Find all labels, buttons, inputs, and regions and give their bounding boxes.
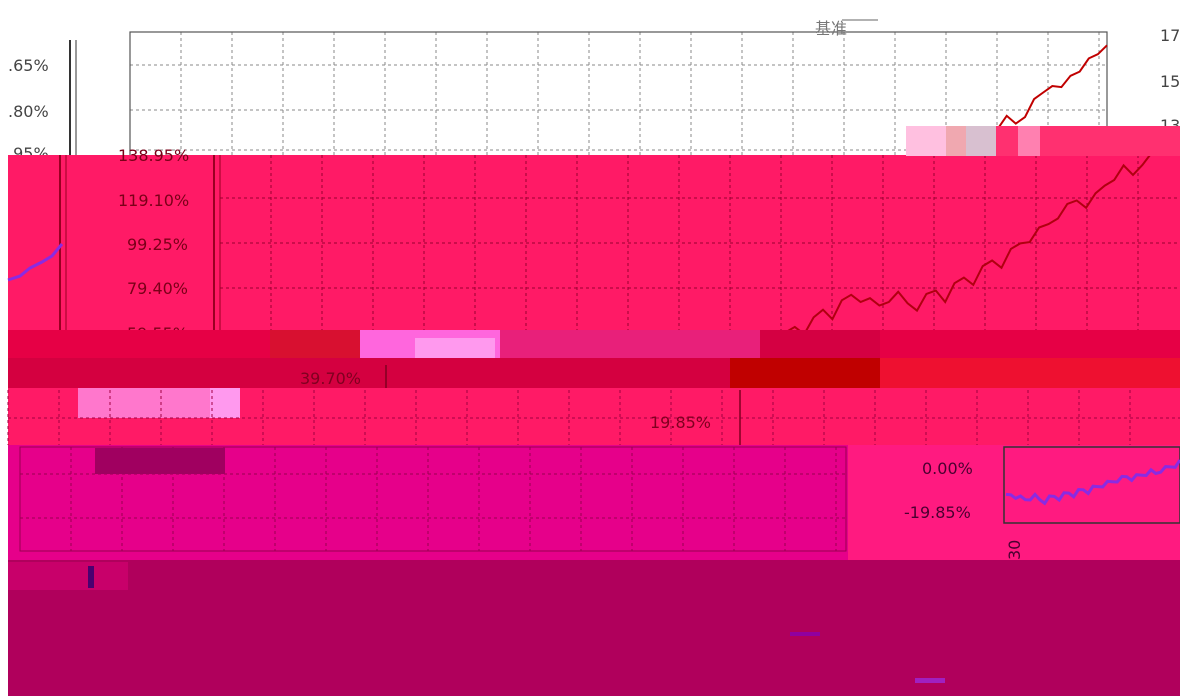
bottom-noise-mark: [88, 566, 94, 588]
mosaic-block: [966, 126, 996, 156]
left-benchmark-stub: [7, 243, 64, 282]
percent-tick-8: -19.85%: [904, 503, 971, 522]
percent-tick-3: 79.40%: [127, 279, 188, 298]
mosaic-light-strip: [760, 330, 880, 359]
sub-benchmark-line: [1005, 459, 1180, 506]
legend-label: 基准: [815, 19, 847, 38]
bottom-artifact-2: [915, 678, 945, 683]
mosaic-light-strip: [500, 330, 760, 359]
percent-tick-1: 119.10%: [118, 191, 189, 210]
percent-tick-0: 138.95%: [118, 146, 189, 165]
glitch-block-lightpink-2: [210, 388, 240, 418]
glitch-band-maroon: [8, 560, 1180, 696]
glitch-block-red: [880, 358, 1180, 390]
bottom-artifact: [790, 632, 820, 636]
band5-inner-frame: [19, 446, 847, 552]
mosaic-block: [946, 126, 966, 156]
right-subplot-frame: [1003, 446, 1180, 524]
glitch-band-magenta-right: [848, 445, 1180, 563]
percent-tick-7: 0.00%: [922, 459, 973, 478]
band5-dark-block: [95, 448, 225, 474]
bottom-axis-label: 30: [1005, 540, 1024, 560]
top-right-glitch-mosaic: [906, 126, 1180, 156]
mosaic-block: [1018, 126, 1040, 156]
percent-tick-5: 39.70%: [300, 369, 361, 388]
left-axis-tick-1: .80%: [8, 102, 49, 121]
mosaic-light-strip: [270, 330, 360, 359]
glitch-block-deep: [730, 358, 880, 390]
mosaic-block: [906, 126, 946, 156]
mosaic-light-strip: [415, 338, 495, 358]
percent-tick-6: 19.85%: [650, 413, 711, 432]
right-axis-tick-1: 15: [1160, 72, 1180, 91]
bottom-noise-strip: [8, 562, 128, 590]
percent-tick-2: 99.25%: [127, 235, 188, 254]
right-axis-tick-0: 17: [1160, 26, 1180, 45]
left-axis-tick-0: .65%: [8, 56, 49, 75]
